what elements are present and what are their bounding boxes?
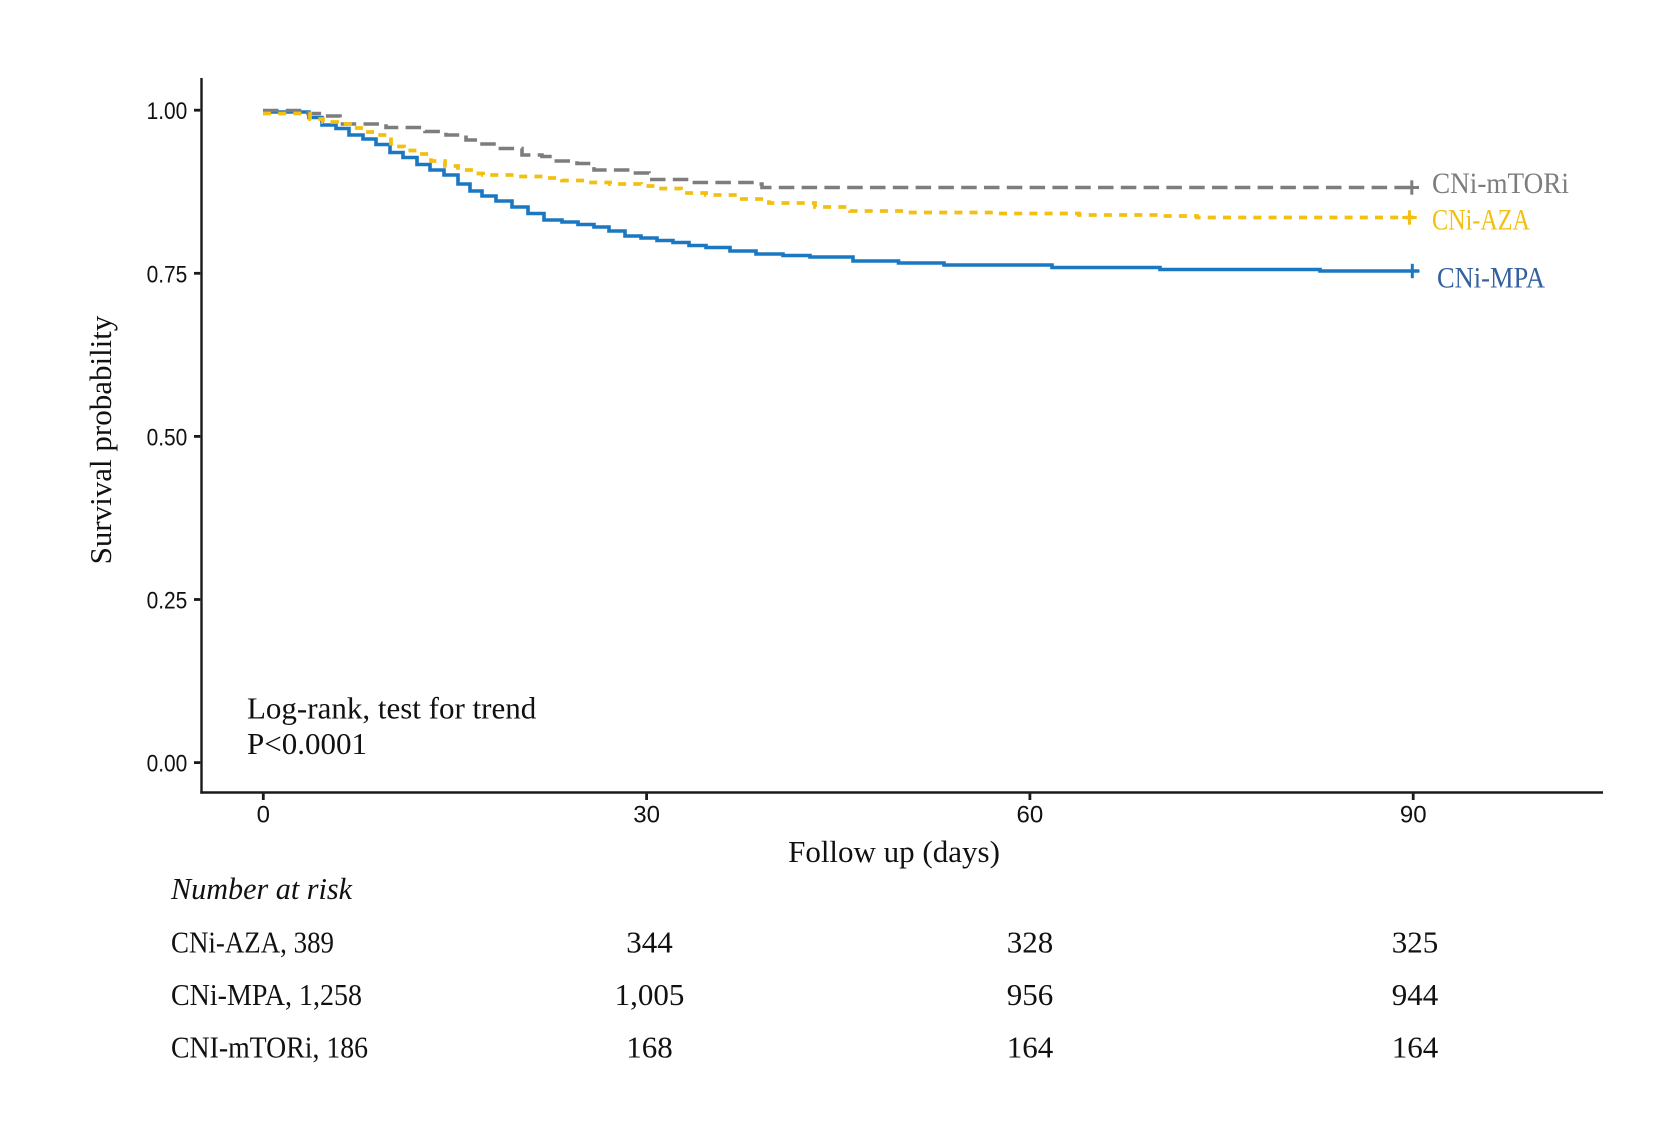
svg-text:CNi-mTORi: CNi-mTORi (1432, 167, 1569, 200)
svg-text:CNI-mTORi, 186: CNI-mTORi, 186 (171, 1030, 368, 1065)
svg-text:168: 168 (626, 1030, 673, 1065)
svg-text:60: 60 (1017, 801, 1044, 828)
svg-text:30: 30 (633, 801, 660, 828)
svg-text:Follow up (days): Follow up (days) (788, 834, 1000, 869)
svg-text:Number at risk: Number at risk (170, 871, 353, 906)
svg-text:325: 325 (1392, 925, 1439, 960)
svg-text:P<0.0001: P<0.0001 (247, 726, 367, 761)
svg-text:344: 344 (626, 925, 673, 960)
svg-text:328: 328 (1007, 925, 1054, 960)
svg-text:0.50: 0.50 (147, 424, 188, 451)
svg-text:CNi-AZA: CNi-AZA (1432, 204, 1530, 237)
svg-text:Log-rank, test for trend: Log-rank, test for trend (247, 691, 537, 726)
svg-text:1.00: 1.00 (147, 98, 188, 125)
svg-text:164: 164 (1392, 1030, 1439, 1065)
svg-text:CNi-MPA, 1,258: CNi-MPA, 1,258 (171, 977, 362, 1012)
svg-text:0.25: 0.25 (147, 588, 188, 615)
svg-text:0: 0 (257, 801, 270, 828)
svg-text:CNi-AZA, 389: CNi-AZA, 389 (171, 925, 334, 960)
svg-text:0.75: 0.75 (147, 261, 188, 288)
svg-text:956: 956 (1007, 977, 1054, 1012)
svg-text:164: 164 (1007, 1030, 1054, 1065)
svg-text:1,005: 1,005 (615, 977, 685, 1012)
svg-text:Survival probability: Survival probability (83, 315, 118, 564)
svg-text:0.00: 0.00 (147, 751, 188, 778)
svg-text:CNi-MPA: CNi-MPA (1437, 262, 1545, 295)
svg-text:90: 90 (1400, 801, 1427, 828)
svg-text:944: 944 (1392, 977, 1439, 1012)
